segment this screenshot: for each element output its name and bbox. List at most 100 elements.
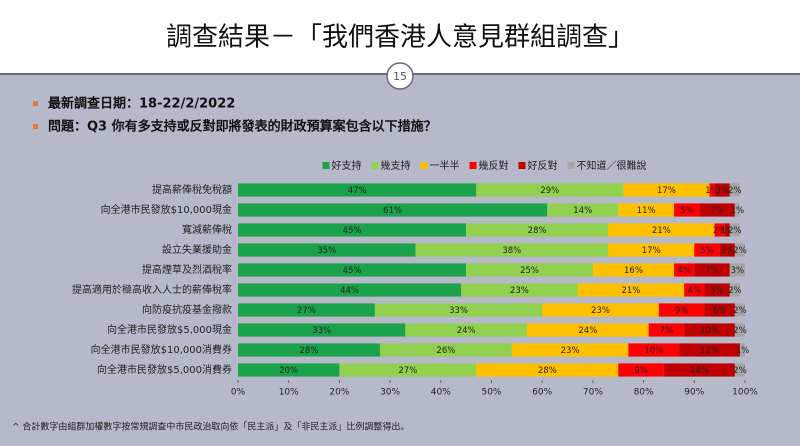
data-label: 14%	[690, 366, 709, 376]
bar-segment	[734, 303, 745, 317]
bar-segment	[238, 343, 380, 357]
bullet-marker	[33, 101, 38, 106]
y-tick-label: 向全港市民發放$5,000消費券	[97, 363, 232, 376]
bar-segment	[704, 303, 735, 317]
data-label: 21%	[621, 286, 640, 296]
bar-segment	[238, 223, 467, 237]
data-label: 45%	[343, 266, 362, 276]
data-label: 24%	[578, 326, 597, 336]
bar-segment	[714, 183, 730, 197]
data-label: 2%	[733, 366, 747, 376]
bar-segment	[663, 363, 735, 377]
bullet-marker	[33, 124, 38, 129]
data-label: 7%	[710, 206, 724, 216]
bar-segment	[476, 363, 619, 377]
data-label: 7%	[660, 326, 674, 336]
bar-segment	[608, 223, 715, 237]
bar-segment	[526, 323, 649, 337]
data-label: 11%	[637, 206, 656, 216]
data-label: 2%	[713, 226, 727, 236]
y-tick-label: 向全港市民發放$10,000現金	[101, 203, 232, 216]
bar-segment	[542, 303, 659, 317]
data-label: 33%	[449, 306, 468, 316]
bar-segment	[238, 363, 340, 377]
data-label: 28%	[538, 366, 557, 376]
data-label: 9%	[634, 366, 648, 376]
bar-segment	[739, 343, 745, 357]
x-tick-label: 40%	[431, 388, 451, 398]
bar-segment	[577, 283, 685, 297]
data-label: 2%	[728, 286, 742, 296]
bar-segment	[476, 183, 624, 197]
data-label: 10%	[700, 326, 719, 336]
y-tick-label: 向全港市民發放$5,000現金	[107, 323, 232, 336]
bar-segment	[734, 363, 745, 377]
bar-segment	[714, 223, 725, 237]
bar-segment	[729, 223, 740, 237]
legend-swatch	[518, 162, 526, 169]
data-label: 2%	[733, 246, 747, 256]
bar-segment	[674, 263, 695, 277]
y-tick-label: 設立失業援助金	[162, 243, 232, 256]
data-label: 4%	[688, 286, 702, 296]
x-tick-label: 0%	[231, 388, 246, 398]
legend-swatch	[469, 162, 477, 169]
data-label: 23%	[510, 286, 529, 296]
bar-segment	[238, 323, 406, 337]
y-tick-label: 提高薪俸稅免稅額	[152, 183, 232, 196]
page-number: 15	[393, 70, 407, 83]
page-number-badge	[386, 62, 414, 90]
data-label: 35%	[317, 246, 336, 256]
data-label: 33%	[312, 326, 331, 336]
data-label: 17%	[657, 186, 676, 196]
bar-segment	[547, 203, 619, 217]
data-label: 47%	[348, 186, 367, 196]
bar-segment	[729, 183, 740, 197]
data-label: 1%	[731, 206, 745, 216]
data-label: 38%	[502, 246, 521, 256]
bar-segment	[704, 283, 730, 297]
bar-segment	[511, 343, 629, 357]
legend-label: 好支持	[332, 159, 362, 172]
x-tick-label: 60%	[532, 388, 552, 398]
x-tick-label: 50%	[481, 388, 501, 398]
slide-title: 調查結果－「我們香港人意見群組調查」	[166, 23, 634, 53]
data-label: 61%	[383, 206, 402, 216]
data-label: 44%	[340, 286, 359, 296]
data-label: 20%	[279, 366, 298, 376]
bar-segment	[339, 363, 477, 377]
bar-segment	[734, 323, 745, 337]
y-tick-label: 提高適用於極高收入人士的薪俸稅率	[72, 283, 232, 296]
data-label: 5%	[680, 206, 694, 216]
y-tick-label: 向全港市民發放$10,000消費券	[91, 343, 232, 356]
legend-swatch	[371, 162, 379, 169]
data-label: 3%	[721, 246, 735, 256]
bar-segment	[658, 303, 705, 317]
bullet-text: 問題：Q3 你有多支持或反對即將發表的財政預算案包含以下措施？	[48, 119, 437, 135]
legend-label: 好反對	[528, 159, 558, 172]
bar-segment	[466, 223, 609, 237]
data-label: 7%	[705, 266, 719, 276]
bar-segment	[415, 243, 609, 257]
data-label: 1%	[705, 186, 719, 196]
data-label: 2%	[733, 326, 747, 336]
bar-segment	[684, 323, 735, 337]
bar-segment	[238, 283, 462, 297]
bar-segment	[238, 303, 375, 317]
bar-segment	[592, 263, 675, 277]
data-label: 3%	[715, 186, 729, 196]
bar-segment	[734, 243, 745, 257]
data-label: 23%	[561, 346, 580, 356]
bar-segment	[466, 263, 593, 277]
bar-segment	[379, 343, 512, 357]
bar-segment	[628, 343, 680, 357]
x-tick-label: 100%	[732, 388, 758, 398]
bar-segment	[679, 343, 740, 357]
bar-segment	[724, 223, 730, 237]
data-label: 21%	[652, 226, 671, 236]
bar-segment	[618, 363, 664, 377]
bar-segment	[719, 243, 735, 257]
data-label: 27%	[398, 366, 417, 376]
x-tick-label: 80%	[634, 388, 654, 398]
y-tick-label: 寬減薪俸稅	[182, 223, 232, 236]
